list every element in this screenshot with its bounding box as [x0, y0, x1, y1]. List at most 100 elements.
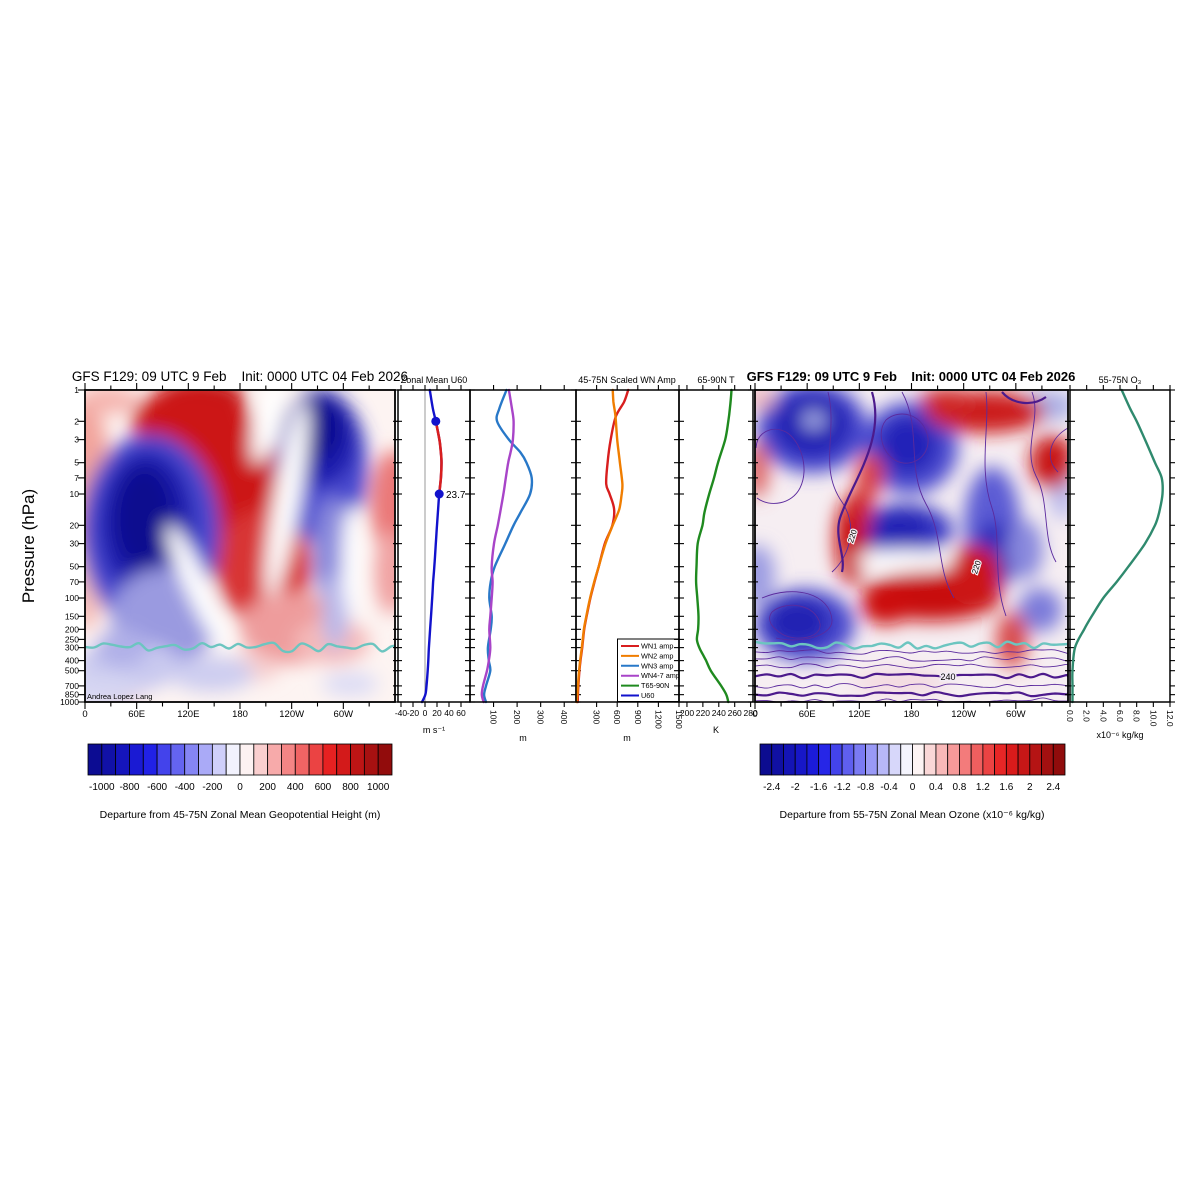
pressure-tick-label: 1: [74, 385, 79, 395]
ozone-colorbar-segment: [1005, 743, 1019, 776]
ozone-colorbar-tick-label: -2: [791, 782, 800, 793]
temp-contour-line: [755, 697, 1068, 702]
pressure-tick-label: 20: [70, 520, 80, 530]
ozone-colorbar-caption: Departure from 55-75N Zonal Mean Ozone (…: [780, 809, 1045, 821]
ozone-colorbar-tick-label: -1.6: [810, 782, 828, 793]
geo-colorbar-tick-label: -200: [202, 782, 222, 793]
anomaly-blob: [114, 466, 174, 570]
geo-panel-title: GFS F129: 09 UTC 9 Feb Init: 0000 UTC 04…: [72, 369, 408, 384]
x-tick-label: 8.0: [1132, 710, 1142, 722]
ozone-colorbar-segment: [783, 743, 796, 776]
geo-height-map-panel: [85, 390, 395, 702]
geo-colorbar-segment: [322, 743, 338, 776]
tropopause-line: [755, 640, 1068, 650]
temp-contour-line: [755, 656, 1068, 662]
x-tick-label: 600: [612, 710, 622, 724]
geo-colorbar-segment: [294, 743, 310, 776]
ozone-colorbar-segment: [912, 743, 925, 776]
ozone-colorbar-segment: [935, 743, 949, 776]
pressure-tick-label: 300: [65, 643, 79, 653]
lon-tick-label: 60E: [128, 709, 145, 720]
ozone-colorbar-segment: [794, 743, 808, 776]
geo-colorbar-tick-label: -800: [119, 782, 139, 793]
lon-tick-label: 180: [904, 709, 920, 720]
geo-colorbar-tick-label: 400: [287, 782, 304, 793]
temp-contour-line: [1030, 391, 1057, 563]
ozone-colorbar-segment: [841, 743, 855, 776]
temp-contour-line: [755, 649, 1068, 655]
ozone-colorbar-segment: [806, 743, 820, 776]
pressure-tick-label: 50: [70, 562, 80, 572]
x-tick-label: 1200: [653, 710, 663, 729]
anomaly-blob: [96, 628, 148, 668]
ozone-colorbar-segment: [865, 743, 878, 776]
anomaly-blob: [996, 612, 1028, 668]
x-tick-label: 60: [456, 708, 466, 718]
geo-colorbar-segment: [87, 743, 103, 776]
contour-label-240: 240: [940, 672, 955, 682]
geo-colorbar-segment: [211, 743, 227, 776]
series-55-75n-o3: [1071, 388, 1164, 704]
geo-colorbar-segment: [253, 743, 269, 776]
geo-anomaly-field: [85, 390, 395, 702]
x-tick-label: 220: [696, 708, 710, 718]
u60-panel-title: Zonal Mean U60: [401, 375, 468, 385]
x-tick-label: 6.0: [1115, 710, 1125, 722]
ozone-colorbar-segment: [959, 743, 972, 776]
pressure-tick-label: 100: [65, 593, 79, 603]
x-tick-label: 100: [489, 710, 499, 724]
x-tick-label: 300: [592, 710, 602, 724]
wn-small-xaxis-label: m: [519, 733, 527, 743]
anomaly-blob: [861, 587, 911, 625]
ozone-colorbar-segment: [888, 743, 902, 776]
legend-label: T65-90N: [641, 681, 669, 690]
ozone-colorbar-segment: [970, 743, 984, 776]
geo-colorbar-segment: [170, 743, 186, 776]
ozone-colorbar-tick-label: 0.4: [929, 782, 943, 793]
anomaly-blob: [1030, 435, 1068, 489]
geo-colorbar-tick-label: 0: [237, 782, 243, 793]
pressure-tick-label: 2: [74, 416, 79, 426]
anomaly-blob: [265, 401, 309, 599]
wn3_wn47_amp-frame: [469, 389, 577, 703]
x-tick-label: 4.0: [1098, 710, 1108, 722]
t65_90n-frame: [678, 389, 754, 703]
ozone-colorbar-segment: [853, 743, 866, 776]
axes-layer: 1235710203050701001502002503004005007008…: [60, 383, 1175, 793]
geo-colorbar-segment: [156, 743, 172, 776]
temp-contour-line: [769, 604, 821, 639]
temp-contour-line: [837, 391, 877, 573]
x-tick-label: 240: [712, 708, 726, 718]
anomaly-blob: [85, 390, 138, 414]
geo_height_map-frame: [84, 389, 396, 703]
x-tick-label: 300: [536, 710, 546, 724]
ozone_departure_map-frame: [754, 389, 1069, 703]
pressure-tick-label: 400: [65, 656, 79, 666]
series-wn3-amp: [482, 388, 534, 704]
legend-label: WN3 amp: [641, 661, 673, 670]
ozone-colorbar-tick-label: 0.8: [952, 782, 966, 793]
pressure-tick-label: 70: [70, 577, 80, 587]
o3-xaxis-label: x10⁻⁶ kg/kg: [1097, 730, 1144, 740]
anomaly-blob: [920, 390, 976, 410]
ozone-colorbar-tick-label: 1.6: [999, 782, 1013, 793]
wn-large-xaxis-label: m: [623, 733, 631, 743]
geo-colorbar-segment: [308, 743, 324, 776]
pressure-tick-label: 30: [70, 539, 80, 549]
geo-colorbar-segment: [115, 743, 130, 776]
u60-annotation: 23.7: [446, 490, 466, 501]
geo-overlay: [85, 641, 395, 654]
ozone-colorbar-segment: [982, 743, 996, 776]
lon-tick-label: 60W: [1006, 709, 1026, 720]
x-tick-label: 12.0: [1165, 710, 1175, 727]
x-tick-label: 260: [728, 708, 742, 718]
anomaly-blob: [251, 390, 285, 464]
anomaly-blob: [870, 511, 930, 545]
ozone-colorbar-segment: [829, 743, 843, 776]
ozone-colorbar-tick-label: 2.4: [1046, 782, 1060, 793]
geo-colorbar-segment: [239, 743, 255, 776]
lon-tick-label: 0: [82, 709, 87, 720]
series-t65-90n: [694, 388, 733, 704]
u60-highlight-segment: [434, 420, 443, 496]
